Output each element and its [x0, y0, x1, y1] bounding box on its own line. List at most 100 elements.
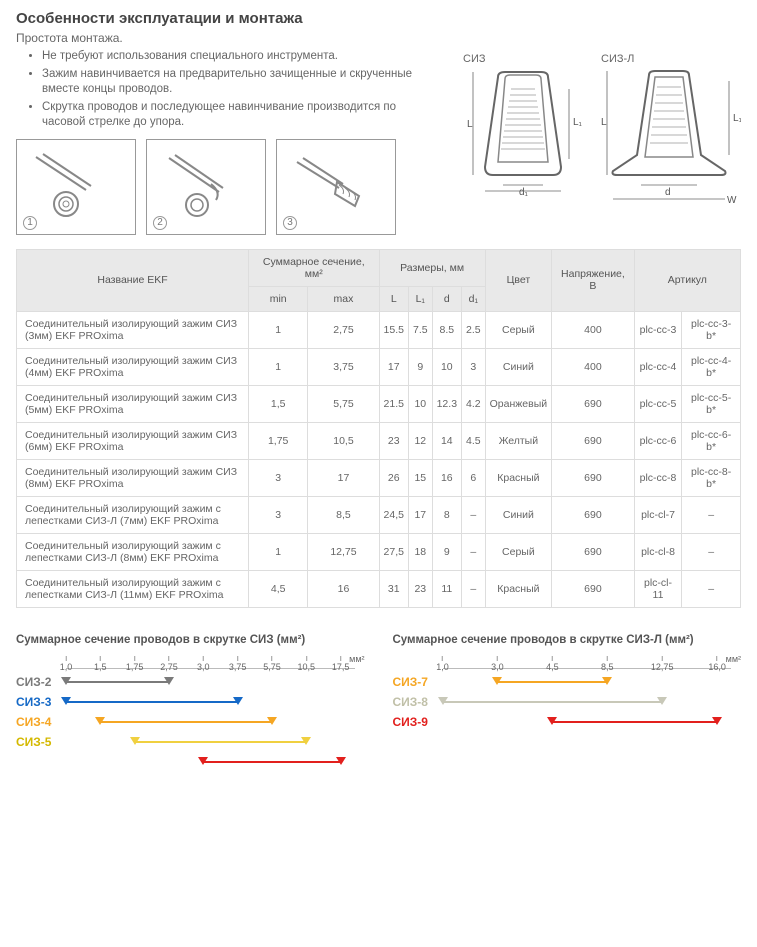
- range-row: СИЗ-3: [16, 692, 365, 712]
- step-number: 2: [153, 216, 167, 230]
- step-illustrations: 1 2 3: [16, 139, 442, 235]
- svg-text:d₁: d₁: [519, 187, 529, 197]
- range-row: СИЗ-8: [393, 692, 742, 712]
- th-cross: Суммарное сечение, мм²: [249, 249, 380, 286]
- scale-tick: 3,75: [229, 656, 247, 672]
- th-L: L: [379, 286, 408, 311]
- cell-name: Соединительный изолирующий зажим СИЗ (5м…: [17, 385, 249, 422]
- scale-tick: 1,0: [60, 656, 73, 672]
- scale-tick: 12,75: [651, 656, 674, 672]
- scale-tick: 3,0: [197, 656, 210, 672]
- cell-L1: 10: [408, 385, 432, 422]
- cell-d1: 3: [462, 348, 486, 385]
- cell-L1: 9: [408, 348, 432, 385]
- unit-label: мм²: [726, 654, 741, 664]
- scale-tick: 16,0: [708, 656, 726, 672]
- th-L1: L₁: [408, 286, 432, 311]
- cell-min: 1,75: [249, 422, 308, 459]
- cell-d: 11: [432, 570, 461, 607]
- cell-L: 21.5: [379, 385, 408, 422]
- cell-L: 27,5: [379, 533, 408, 570]
- cell-d1: 2.5: [462, 311, 486, 348]
- th-d1: d₁: [462, 286, 486, 311]
- range-bar: [66, 681, 169, 683]
- cell-voltage: 690: [552, 385, 635, 422]
- cell-color: Оранжевый: [485, 385, 552, 422]
- cell-color: Серый: [485, 533, 552, 570]
- cell-L: 24,5: [379, 496, 408, 533]
- svg-text:d: d: [665, 187, 671, 198]
- table-row: Соединительный изолирующий зажим с лепес…: [17, 533, 741, 570]
- cell-name: Соединительный изолирующий зажим СИЗ (4м…: [17, 348, 249, 385]
- cell-d: 8: [432, 496, 461, 533]
- cell-d: 9: [432, 533, 461, 570]
- cell-d1: 6: [462, 459, 486, 496]
- th-voltage: Напряжение, В: [552, 249, 635, 311]
- cell-L: 17: [379, 348, 408, 385]
- cell-name: Соединительный изолирующий зажим с лепес…: [17, 570, 249, 607]
- cell-d1: –: [462, 570, 486, 607]
- cell-art2: plc-cc-3-b*: [682, 311, 741, 348]
- chart-title-left: Суммарное сечение проводов в скрутке СИЗ…: [16, 634, 365, 646]
- svg-text:L₁: L₁: [733, 113, 741, 124]
- scale-tick: 8,5: [601, 656, 614, 672]
- cell-voltage: 400: [552, 348, 635, 385]
- cell-min: 1: [249, 533, 308, 570]
- cell-name: Соединительный изолирующий зажим с лепес…: [17, 533, 249, 570]
- range-label: СИЗ-9: [393, 715, 443, 729]
- svg-text:W: W: [727, 195, 737, 206]
- cell-color: Красный: [485, 570, 552, 607]
- range-label: СИЗ-3: [16, 695, 66, 709]
- cell-voltage: 690: [552, 422, 635, 459]
- cell-min: 1: [249, 348, 308, 385]
- cell-color: Желтый: [485, 422, 552, 459]
- cell-name: Соединительный изолирующий зажим СИЗ (3м…: [17, 311, 249, 348]
- cell-d: 14: [432, 422, 461, 459]
- range-label: СИЗ-5: [16, 735, 66, 749]
- diag-label-siz: СИЗ: [463, 53, 583, 65]
- scale-tick: 5,75: [263, 656, 281, 672]
- cell-max: 3,75: [308, 348, 379, 385]
- bullet-item: Зажим навинчивается на предварительно за…: [42, 67, 442, 98]
- scale-tick: 17,5: [332, 656, 350, 672]
- step-2: 2: [146, 139, 266, 235]
- chart-sizl: Суммарное сечение проводов в скрутке СИЗ…: [393, 634, 742, 772]
- scale-tick: 1,0: [436, 656, 449, 672]
- th-name: Название EKF: [17, 249, 249, 311]
- range-label: СИЗ-4: [16, 715, 66, 729]
- svg-text:L: L: [601, 117, 607, 128]
- cell-art1: plc-cc-3: [634, 311, 682, 348]
- step-1: 1: [16, 139, 136, 235]
- svg-text:L: L: [467, 119, 473, 130]
- cell-d: 10: [432, 348, 461, 385]
- cell-art2: plc-cc-8-b*: [682, 459, 741, 496]
- cell-L1: 23: [408, 570, 432, 607]
- th-max: max: [308, 286, 379, 311]
- range-row: СИЗ-2: [16, 672, 365, 692]
- range-bar: [66, 701, 238, 703]
- bullet-item: Не требуют использования специального ин…: [42, 49, 442, 65]
- chart-siz: Суммарное сечение проводов в скрутке СИЗ…: [16, 634, 365, 772]
- cell-art2: –: [682, 533, 741, 570]
- cell-min: 3: [249, 496, 308, 533]
- cell-name: Соединительный изолирующий зажим СИЗ (6м…: [17, 422, 249, 459]
- range-label: СИЗ-8: [393, 695, 443, 709]
- table-row: Соединительный изолирующий зажим с лепес…: [17, 496, 741, 533]
- range-bar: [443, 701, 663, 703]
- cell-max: 16: [308, 570, 379, 607]
- cell-L1: 15: [408, 459, 432, 496]
- cell-name: Соединительный изолирующий зажим СИЗ (8м…: [17, 459, 249, 496]
- cell-d1: 4.2: [462, 385, 486, 422]
- range-row: СИЗ-7: [393, 672, 742, 692]
- cell-L: 31: [379, 570, 408, 607]
- cell-max: 8,5: [308, 496, 379, 533]
- cell-d: 12.3: [432, 385, 461, 422]
- cell-L: 15.5: [379, 311, 408, 348]
- cell-voltage: 690: [552, 496, 635, 533]
- cell-L1: 18: [408, 533, 432, 570]
- cell-color: Синий: [485, 348, 552, 385]
- page-title: Особенности эксплуатации и монтажа: [16, 10, 741, 27]
- cell-max: 12,75: [308, 533, 379, 570]
- cell-art1: plc-cc-6: [634, 422, 682, 459]
- cell-color: Синий: [485, 496, 552, 533]
